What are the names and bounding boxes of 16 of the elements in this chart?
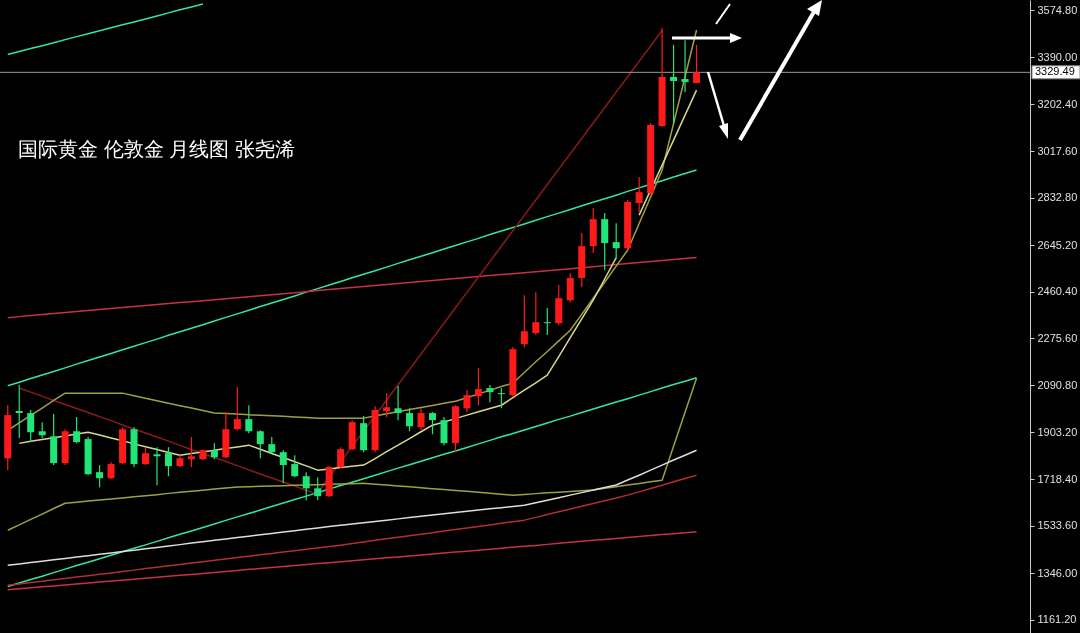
y-tick-label: 3390.00 <box>1037 50 1078 63</box>
y-tick-label: 2645.20 <box>1037 238 1078 251</box>
y-tick-label: 2460.40 <box>1037 285 1078 298</box>
y-tick-label: 3202.40 <box>1037 97 1078 110</box>
y-tick-label: 1903.20 <box>1037 425 1078 438</box>
y-tick-label: 3574.80 <box>1037 3 1078 16</box>
y-tick-label: 2275.60 <box>1037 331 1078 344</box>
y-tick-label: 2832.80 <box>1037 191 1078 204</box>
y-tick-label: 1718.40 <box>1037 472 1078 485</box>
y-tick-label: 1161.20 <box>1037 613 1077 626</box>
text: 国际黄金 伦敦金 月线图 张尧浠 <box>18 138 295 160</box>
y-tick-label: 1346.00 <box>1037 566 1078 579</box>
y-tick-label: 2090.80 <box>1037 378 1078 391</box>
y-tick-label: 3017.60 <box>1037 144 1078 157</box>
ref-line-label: 3329.49 <box>1035 65 1075 78</box>
y-tick-label: 1533.60 <box>1037 519 1078 532</box>
